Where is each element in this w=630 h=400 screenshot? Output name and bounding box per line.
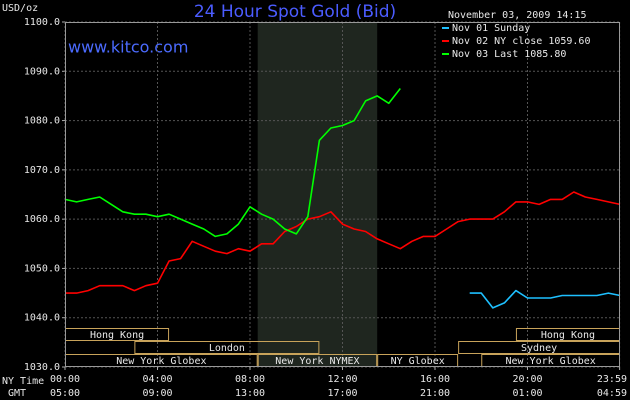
y-tick-label: 1090.0 [24, 66, 60, 77]
y-tick-label: 1050.0 [24, 263, 60, 274]
x2-tick-label: 05:00 [50, 388, 80, 399]
y-tick-label: 1060.0 [24, 214, 60, 225]
session-label: Sydney [521, 343, 557, 354]
x-tick-label: 08:00 [235, 374, 265, 385]
x2-tick-label: 04:59 [597, 388, 627, 399]
highlight-band [257, 22, 378, 367]
legend-label: Nov 03 Last 1085.80 [452, 49, 566, 60]
session-label: NY Globex [391, 356, 445, 367]
plot-border [65, 22, 620, 367]
y-tick-label: 1080.0 [24, 116, 60, 127]
legend-label: Nov 01 Sunday [452, 23, 530, 34]
y-tick-label: 1030.0 [24, 362, 60, 373]
x-tick-label: 00:00 [50, 374, 80, 385]
session-label: New York Globex [505, 356, 595, 367]
session-label: London [209, 343, 245, 354]
site-label: www.kitco.com [68, 38, 188, 57]
x-tick-label: 12:00 [327, 374, 357, 385]
legend-label: Nov 02 NY close 1059.60 [452, 36, 590, 47]
x-tick-label: 04:00 [142, 374, 172, 385]
session-label: New York Globex [116, 356, 206, 367]
x2-tick-label: 09:00 [142, 388, 172, 399]
x-tick-label: 20:00 [512, 374, 542, 385]
y-tick-label: 1100.0 [24, 17, 60, 28]
price-line [64, 88, 401, 238]
x2-axis-label: GMT [8, 388, 26, 399]
x-tick-label: 16:00 [420, 374, 450, 385]
x2-tick-label: 17:00 [327, 388, 357, 399]
x-axis-label: NY Time [2, 376, 44, 387]
session-label: Hong Kong [90, 330, 144, 341]
y-tick-label: 1040.0 [24, 313, 60, 324]
session-box [134, 341, 320, 354]
chart-title: 24 Hour Spot Gold (Bid) [194, 2, 396, 22]
x2-tick-label: 21:00 [420, 388, 450, 399]
x2-tick-label: 13:00 [235, 388, 265, 399]
timestamp: November 03, 2009 14:15 [448, 10, 586, 21]
price-line [65, 191, 621, 294]
unit-label: USD/oz [2, 3, 38, 14]
session-label: New York NYMEX [275, 356, 359, 367]
x-tick-label: 23:59 [597, 374, 627, 385]
y-tick-label: 1070.0 [24, 165, 60, 176]
session-label: Hong Kong [541, 330, 595, 341]
price-line [469, 289, 621, 309]
x2-tick-label: 01:00 [512, 388, 542, 399]
